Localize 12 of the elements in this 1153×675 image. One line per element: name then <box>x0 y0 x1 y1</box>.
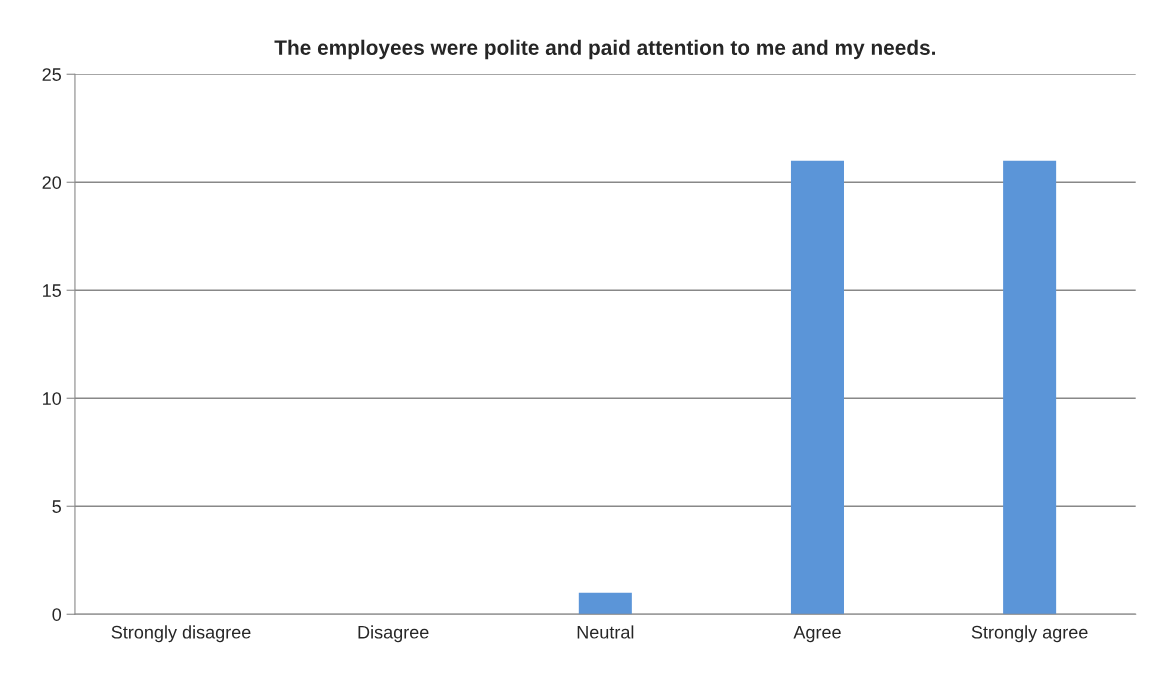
y-tick-label: 15 <box>43 284 61 297</box>
x-tick-label: Agree <box>793 626 841 643</box>
y-tick-label: 25 <box>42 68 61 81</box>
chart-title: The employees were polite and paid attention to me and my needs. <box>274 39 936 60</box>
x-tick-label: Disagree <box>358 625 429 643</box>
x-tick-label: Strongly disagree <box>111 625 251 643</box>
y-tick-label: 10 <box>43 392 62 405</box>
y-tick-label: 0 <box>52 608 62 621</box>
x-tick-label: Strongly agree <box>971 625 1088 643</box>
y-tick-label: 5 <box>52 500 61 513</box>
y-tick-label: 20 <box>42 176 62 189</box>
x-tick-label: Neutral <box>577 625 634 639</box>
